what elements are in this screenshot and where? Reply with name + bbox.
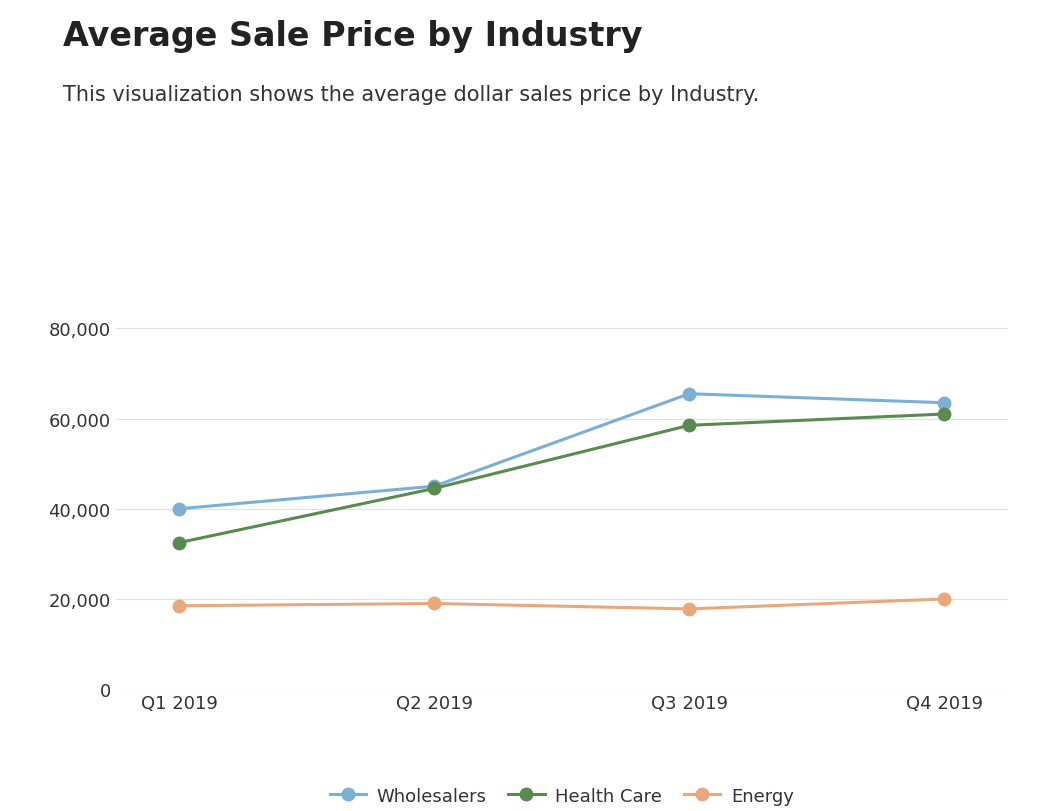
Wholesalers <box>682 389 695 399</box>
Wholesalers <box>938 398 950 408</box>
Line: Health Care: Health Care <box>173 408 950 549</box>
Legend: Wholesalers, Health Care, Energy: Wholesalers, Health Care, Energy <box>322 779 801 811</box>
Text: Average Sale Price by Industry: Average Sale Price by Industry <box>63 20 643 54</box>
Health Care <box>682 421 695 431</box>
Energy <box>938 594 950 604</box>
Wholesalers <box>173 504 186 514</box>
Energy <box>173 601 186 611</box>
Text: This visualization shows the average dollar sales price by Industry.: This visualization shows the average dol… <box>63 85 759 105</box>
Energy <box>428 599 441 608</box>
Health Care <box>428 484 441 494</box>
Energy <box>682 604 695 614</box>
Line: Energy: Energy <box>173 593 950 616</box>
Line: Wholesalers: Wholesalers <box>173 388 950 515</box>
Health Care <box>173 538 186 547</box>
Health Care <box>938 410 950 419</box>
Wholesalers <box>428 482 441 491</box>
